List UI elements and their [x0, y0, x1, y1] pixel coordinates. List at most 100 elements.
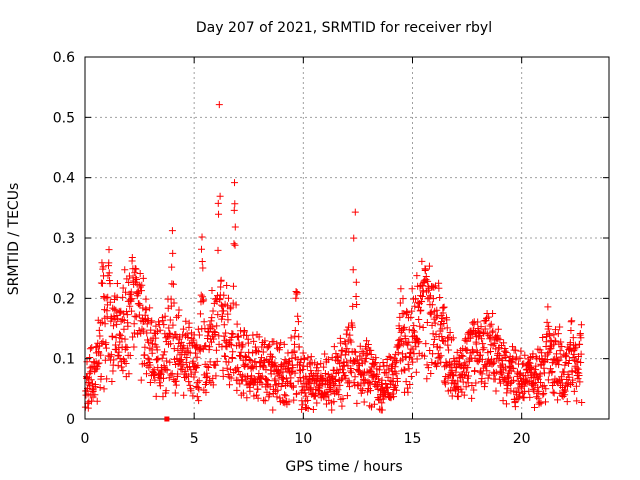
data-point	[535, 387, 543, 395]
data-point	[328, 406, 336, 414]
data-point	[405, 326, 413, 334]
data-point	[567, 326, 575, 334]
data-point	[374, 375, 382, 383]
data-point	[174, 312, 182, 320]
data-point	[98, 259, 106, 267]
data-point	[394, 349, 402, 357]
data-point	[208, 323, 216, 331]
data-point	[285, 358, 293, 366]
data-point	[494, 325, 502, 333]
data-point	[495, 356, 503, 364]
data-point	[457, 385, 465, 393]
data-point	[483, 330, 491, 338]
data-point	[181, 367, 189, 375]
data-point	[166, 358, 174, 366]
data-point	[166, 316, 174, 324]
data-point	[215, 210, 223, 218]
data-point	[187, 387, 195, 395]
data-point	[225, 358, 233, 366]
data-points	[81, 101, 586, 414]
data-point	[179, 325, 187, 333]
data-point	[112, 306, 120, 314]
data-point	[487, 320, 495, 328]
data-point	[147, 318, 155, 326]
data-point	[106, 277, 114, 285]
data-point	[348, 323, 356, 331]
data-point	[224, 294, 232, 302]
y-tick-label: 0.3	[53, 231, 75, 247]
data-point	[148, 349, 156, 357]
data-point	[214, 311, 222, 319]
data-point	[385, 352, 393, 360]
data-point	[217, 276, 225, 284]
data-point	[501, 364, 509, 372]
data-point	[265, 391, 273, 399]
data-point	[94, 360, 102, 368]
data-point	[414, 298, 422, 306]
data-point	[515, 370, 523, 378]
data-point	[330, 398, 338, 406]
data-point	[502, 348, 510, 356]
data-point	[553, 350, 561, 358]
data-point	[433, 306, 441, 314]
data-point	[132, 274, 140, 282]
data-point	[114, 362, 122, 370]
data-point	[223, 302, 231, 310]
data-point	[143, 320, 151, 328]
data-point	[544, 350, 552, 358]
data-point	[202, 388, 210, 396]
data-point	[370, 400, 378, 408]
data-point	[577, 359, 585, 367]
data-point	[239, 341, 247, 349]
data-point	[516, 392, 524, 400]
data-point	[546, 332, 554, 340]
data-point	[538, 349, 546, 357]
data-point	[373, 370, 381, 378]
data-point	[207, 317, 215, 325]
data-point	[220, 307, 228, 315]
data-point	[516, 354, 524, 362]
extra-marker	[164, 416, 170, 422]
data-point	[440, 303, 448, 311]
data-point	[321, 350, 329, 358]
data-point	[208, 314, 216, 322]
data-point	[529, 350, 537, 358]
data-point	[169, 280, 177, 288]
data-point	[506, 379, 514, 387]
data-point	[512, 346, 520, 354]
data-point	[169, 321, 177, 329]
data-point	[411, 302, 419, 310]
data-point	[117, 317, 125, 325]
data-point	[372, 354, 380, 362]
data-point	[449, 334, 457, 342]
data-point	[574, 358, 582, 366]
data-point	[163, 357, 171, 365]
data-point	[131, 312, 139, 320]
data-point	[239, 389, 247, 397]
data-point	[364, 388, 372, 396]
data-point	[84, 404, 92, 412]
data-point	[97, 351, 105, 359]
data-point	[261, 337, 269, 345]
data-point	[539, 333, 547, 341]
data-point	[390, 393, 398, 401]
data-point	[119, 284, 127, 292]
data-point	[186, 381, 194, 389]
data-point	[407, 349, 415, 357]
data-point	[481, 361, 489, 369]
data-point	[470, 386, 478, 394]
data-point	[467, 334, 475, 342]
data-point	[132, 265, 140, 273]
data-point	[295, 333, 303, 341]
data-point	[517, 347, 525, 355]
data-point	[307, 384, 315, 392]
data-point	[406, 380, 414, 388]
data-point	[142, 295, 150, 303]
data-point	[441, 378, 449, 386]
data-point	[447, 361, 455, 369]
data-point	[560, 368, 568, 376]
data-point	[543, 318, 551, 326]
x-axis-label: GPS time / hours	[285, 459, 402, 475]
data-point	[502, 354, 510, 362]
data-point	[262, 366, 270, 374]
